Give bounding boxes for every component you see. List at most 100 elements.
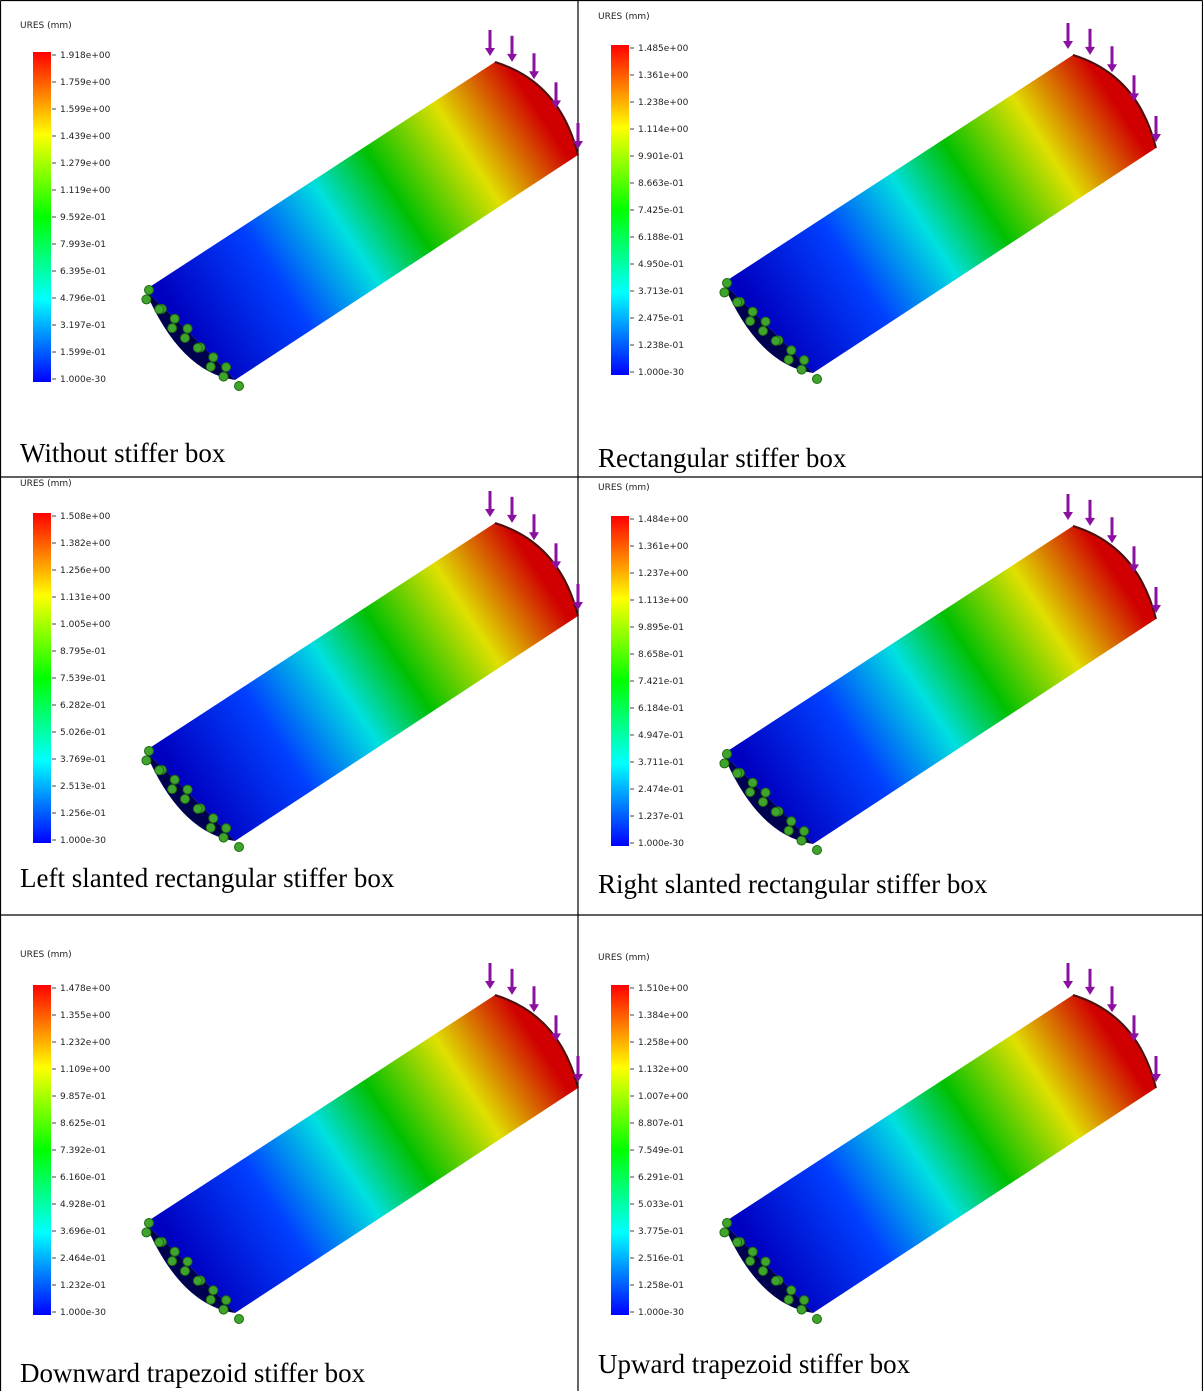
fixture [209,353,218,362]
fixture [181,795,190,804]
fixture [723,279,732,288]
fixture [720,288,729,297]
legend-label: 1.256e+00 [60,566,111,576]
panel: URES (mm)1.918e+001.759e+001.599e+001.43… [20,21,583,468]
fixture [222,363,231,372]
legend-label: 2.464e-01 [60,1254,106,1264]
legend-label: 4.796e-01 [60,294,106,304]
fixture [206,362,215,371]
fixture [219,372,228,381]
fixture [155,305,164,314]
beam [723,526,1156,844]
load-arrow-head [1085,518,1095,526]
fixture [142,1228,151,1237]
legend-label: 8.663e-01 [638,179,684,189]
load-arrow-head [1085,47,1095,55]
legend-label: 7.425e-01 [638,206,684,216]
fixture [813,375,822,384]
fixture [235,382,244,391]
legend-label: 3.711e-01 [638,758,684,768]
fixture [181,1267,190,1276]
legend-label: 1.258e-01 [638,1281,684,1291]
legend-label: 5.033e-01 [638,1200,684,1210]
fixture [797,1305,806,1314]
fixture [219,1305,228,1314]
fixture [209,1286,218,1295]
legend-title: URES (mm) [598,953,650,963]
fixture [748,778,757,787]
caption: Downward trapezoid stiffer box [20,1358,366,1388]
fixture [145,286,154,295]
legend-label: 1.000e-30 [638,839,684,849]
legend-label: 9.901e-01 [638,152,684,162]
fixture [761,788,770,797]
legend-label: 7.993e-01 [60,240,106,250]
legend-label: 1.109e+00 [60,1065,111,1075]
legend-label: 2.513e-01 [60,782,106,792]
caption: Right slanted rectangular stiffer box [598,869,988,899]
fixture [720,1228,729,1237]
beam [145,523,578,841]
load-arrow-head [507,515,517,523]
fixture [733,298,742,307]
fixture [183,785,192,794]
fixture [771,807,780,816]
fixture [181,334,190,343]
fixture [771,1276,780,1285]
fixture [209,814,218,823]
legend-label: 1.439e+00 [60,132,111,142]
beam [145,62,578,380]
legend-label: 1.000e-30 [60,375,106,385]
legend-label: 7.549e-01 [638,1146,684,1156]
legend-title: URES (mm) [598,483,650,493]
fixture [748,1247,757,1256]
beam [145,995,578,1313]
fixture [723,1219,732,1228]
fixture [170,1247,179,1256]
panel: URES (mm)1.508e+001.382e+001.256e+001.13… [20,479,583,893]
load-arrow-head [1107,1004,1117,1012]
load-arrow-head [1063,981,1073,989]
legend-label: 1.119e+00 [60,186,111,196]
legend-label: 1.355e+00 [60,1011,111,1021]
legend-label: 6.291e-01 [638,1173,684,1183]
legend-label: 6.188e-01 [638,233,684,243]
legend-label: 1.918e+00 [60,51,111,61]
legend-label: 1.232e+00 [60,1038,111,1048]
legend-label: 6.184e-01 [638,704,684,714]
figure: URES (mm) 1.918e+00 1.759e+00 1.599e+00 1.43… [0,0,1203,1391]
legend-label: 1.113e+00 [638,596,689,606]
fixture [787,1286,796,1295]
fixture [206,823,215,832]
colorbar [33,513,51,843]
legend-label: 4.950e-01 [638,260,684,270]
fixture [170,314,179,323]
load-arrow-head [1063,41,1073,49]
fixture [155,1238,164,1247]
legend-label: 1.237e+00 [638,569,689,579]
legend-label: 8.625e-01 [60,1119,106,1129]
fixture [797,836,806,845]
load-arrow-head [485,48,495,56]
fixture [168,324,177,333]
legend-label: 1.000e-30 [60,836,106,846]
caption: Upward trapezoid stiffer box [598,1349,911,1379]
legend-label: 1.759e+00 [60,78,111,88]
load-arrow-head [485,509,495,517]
legend-label: 1.361e+00 [638,542,689,552]
fixture [142,756,151,765]
legend-label: 1.485e+00 [638,44,689,54]
fixture [771,336,780,345]
fixture [784,1295,793,1304]
fixture [222,824,231,833]
legend-label: 1.256e-01 [60,809,106,819]
fixture [723,750,732,759]
legend-label: 1.599e+00 [60,105,111,115]
legend-label: 9.857e-01 [60,1092,106,1102]
fixture [193,1276,202,1285]
fixture [800,1296,809,1305]
fixture [145,1219,154,1228]
legend-label: 1.232e-01 [60,1281,106,1291]
fixture [784,355,793,364]
fixture [800,356,809,365]
